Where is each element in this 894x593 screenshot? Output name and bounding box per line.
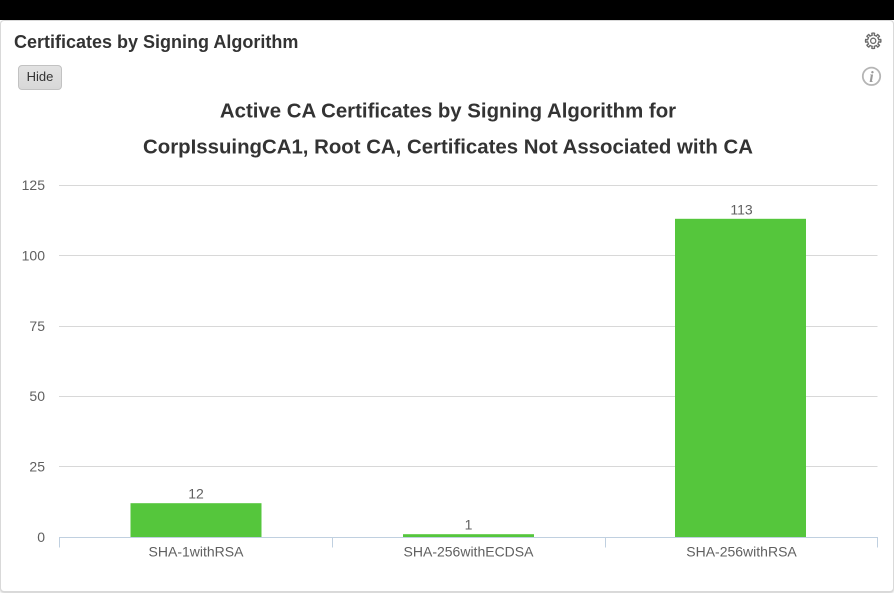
svg-text:Active CA Certificates by Sign: Active CA Certificates by Signing Algori…	[220, 101, 676, 123]
svg-text:100: 100	[22, 247, 46, 263]
svg-text:50: 50	[29, 388, 45, 404]
svg-text:i: i	[869, 69, 874, 86]
svg-text:0: 0	[37, 529, 45, 545]
svg-text:75: 75	[29, 318, 45, 334]
svg-text:113: 113	[730, 201, 753, 217]
svg-text:1: 1	[465, 517, 473, 533]
svg-text:SHA-256withECDSA: SHA-256withECDSA	[404, 544, 535, 560]
svg-text:12: 12	[188, 486, 204, 502]
svg-text:25: 25	[29, 459, 45, 475]
svg-text:125: 125	[22, 177, 46, 193]
svg-text:CorpIssuingCA1, Root CA, Certi: CorpIssuingCA1, Root CA, Certificates No…	[143, 137, 753, 159]
svg-text:SHA-1withRSA: SHA-1withRSA	[149, 544, 245, 560]
svg-text:SHA-256withRSA: SHA-256withRSA	[686, 544, 797, 560]
